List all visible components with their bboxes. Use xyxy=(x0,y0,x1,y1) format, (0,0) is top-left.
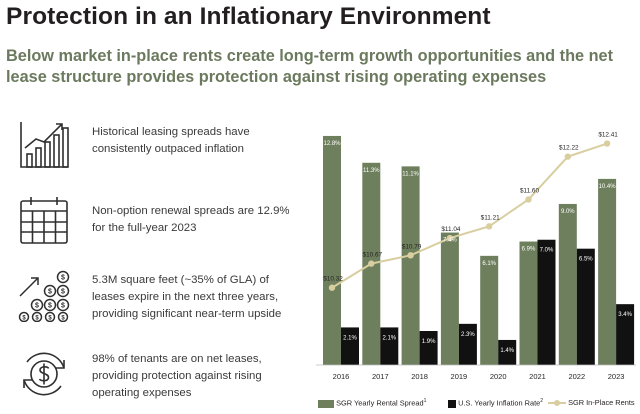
tick-2016: 2016 xyxy=(333,372,350,381)
label-spread-2016: 12.8% xyxy=(323,141,341,147)
label-spread-2020: 6.1% xyxy=(482,261,496,267)
bullet-leasing-spreads: Historical leasing spreads have consiste… xyxy=(18,118,298,178)
growth-chart-icon xyxy=(20,122,69,168)
svg-text:$: $ xyxy=(61,316,65,322)
label-inflation-2020: 1.4% xyxy=(500,348,514,354)
legend-footnote-spread: 1 xyxy=(423,398,427,404)
legend-item-inflation: U.S. Yearly Inflation Rate2 xyxy=(448,398,543,408)
label-spread-2022: 9.0% xyxy=(561,209,575,215)
label-inflation-2017: 2.1% xyxy=(382,335,396,341)
bar-inflation-2020 xyxy=(498,339,517,365)
bar-spread-2016 xyxy=(323,135,341,365)
label-inflation-2021: 7.0% xyxy=(540,248,554,254)
label-spread-2017: 11.3% xyxy=(363,168,380,174)
svg-text:$: $ xyxy=(48,289,52,296)
label-spread-2021: 6.9% xyxy=(522,247,536,253)
svg-text:$: $ xyxy=(48,303,52,310)
bullet-lease-expirations: $ $ $ $ $ $ $ $ $ $ 5.3M square feet (~35% of … xyxy=(18,270,298,330)
page-subtitle: Below market in-place rents create long-… xyxy=(6,47,614,86)
bullet-text: 5.3M square feet (~35% of GLA) of leases… xyxy=(92,274,282,320)
rent-point-2022 xyxy=(564,153,571,160)
bullet-renewal-spreads: Non-option renewal spreads are 12.9% for… xyxy=(18,195,298,255)
dollar-growth-icon: $ $ $ $ $ $ $ $ $ $ xyxy=(18,270,70,322)
legend-swatch-spread xyxy=(318,399,334,408)
label-rent-2017: $10.67 xyxy=(363,252,383,259)
calendar-icon xyxy=(20,197,68,244)
label-rent-2021: $11.60 xyxy=(520,187,540,194)
bullet-text: Historical leasing spreads have consiste… xyxy=(92,126,250,155)
rent-point-2020 xyxy=(486,223,493,230)
bar-spread-2021 xyxy=(519,241,538,365)
tick-2022: 2022 xyxy=(568,372,585,381)
legend-label-inflation: U.S. Yearly Inflation Rate xyxy=(458,398,541,408)
svg-text:$: $ xyxy=(22,316,26,322)
label-rent-2018: $10.79 xyxy=(402,243,422,250)
bar-spread-2023 xyxy=(598,178,617,365)
rent-point-2018 xyxy=(407,252,414,259)
label-spread-2023: 10.4% xyxy=(599,184,617,190)
bar-inflation-2019 xyxy=(458,323,477,365)
bar-inflation-2017 xyxy=(380,327,399,365)
legend-swatch-rents xyxy=(548,400,566,407)
rent-spread-chart: 12.8% 2.1% 11.3% 2.1% 11.1% 1.9% 7.4% 2.3% 6.1% 1… xyxy=(316,132,636,381)
svg-text:$: $ xyxy=(35,303,39,310)
tick-2021: 2021 xyxy=(529,372,546,381)
legend-item-spread: SGR Yearly Rental Spread1 xyxy=(318,398,426,408)
label-rent-2020: $11.21 xyxy=(481,214,501,221)
bar-spread-2019 xyxy=(440,232,459,365)
rent-point-2016 xyxy=(328,284,336,291)
rent-point-2017 xyxy=(368,260,375,267)
label-inflation-2018: 1.9% xyxy=(422,339,436,345)
label-inflation-2022: 6.5% xyxy=(579,257,593,263)
legend-label-spread: SGR Yearly Rental Spread xyxy=(336,398,424,408)
bullet-text: 98% of tenants are on net leases, provid… xyxy=(92,353,262,399)
dollar-cycle-icon xyxy=(23,352,65,396)
bar-spread-2022 xyxy=(558,203,577,365)
chart-legend: SGR Yearly Rental Spread1 U.S. Yearly In… xyxy=(310,398,640,412)
bar-spread-2020 xyxy=(480,255,499,365)
legend-item-rents: SGR In-Place Rents xyxy=(548,398,635,407)
bar-spread-2018 xyxy=(401,166,420,365)
label-inflation-2023: 3.4% xyxy=(618,312,632,318)
bar-inflation-2022 xyxy=(576,248,595,365)
rent-point-2021 xyxy=(525,196,532,203)
svg-text:$: $ xyxy=(48,316,52,322)
tick-2017: 2017 xyxy=(372,372,389,381)
page-title: Protection in an Inflationary Environmen… xyxy=(6,3,491,30)
svg-text:$: $ xyxy=(35,316,39,322)
bar-inflation-2021 xyxy=(537,239,556,365)
label-rent-2022: $12.22 xyxy=(559,145,579,152)
rent-line xyxy=(331,142,608,289)
label-spread-2019: 7.4% xyxy=(443,238,457,244)
svg-text:$: $ xyxy=(61,275,65,282)
rent-point-2023 xyxy=(603,140,611,147)
label-spread-2018: 11.1% xyxy=(402,171,419,177)
label-inflation-2016: 2.1% xyxy=(343,335,357,341)
svg-text:$: $ xyxy=(61,303,65,310)
tick-2018: 2018 xyxy=(411,372,428,381)
legend-label-rents: SGR In-Place Rents xyxy=(568,398,635,407)
tick-2019: 2019 xyxy=(451,372,468,381)
label-rent-2023: $12.41 xyxy=(598,132,618,139)
bar-inflation-2018 xyxy=(419,331,438,365)
bar-inflation-2023 xyxy=(616,304,635,365)
bar-inflation-2016 xyxy=(341,327,359,365)
tick-2023: 2023 xyxy=(608,372,625,381)
bullet-net-leases: 98% of tenants are on net leases, provid… xyxy=(18,348,298,408)
label-rent-2016: $10.32 xyxy=(323,276,343,283)
tick-2020: 2020 xyxy=(490,372,507,381)
bullet-text: Non-option renewal spreads are 12.9% for… xyxy=(92,205,290,234)
label-rent-2019: $11.04 xyxy=(441,226,461,233)
legend-footnote-inflation: 2 xyxy=(540,398,544,404)
label-inflation-2019: 2.3% xyxy=(461,332,475,338)
svg-text:$: $ xyxy=(61,289,65,296)
legend-swatch-inflation xyxy=(448,399,456,408)
rent-point-2019 xyxy=(446,234,454,242)
